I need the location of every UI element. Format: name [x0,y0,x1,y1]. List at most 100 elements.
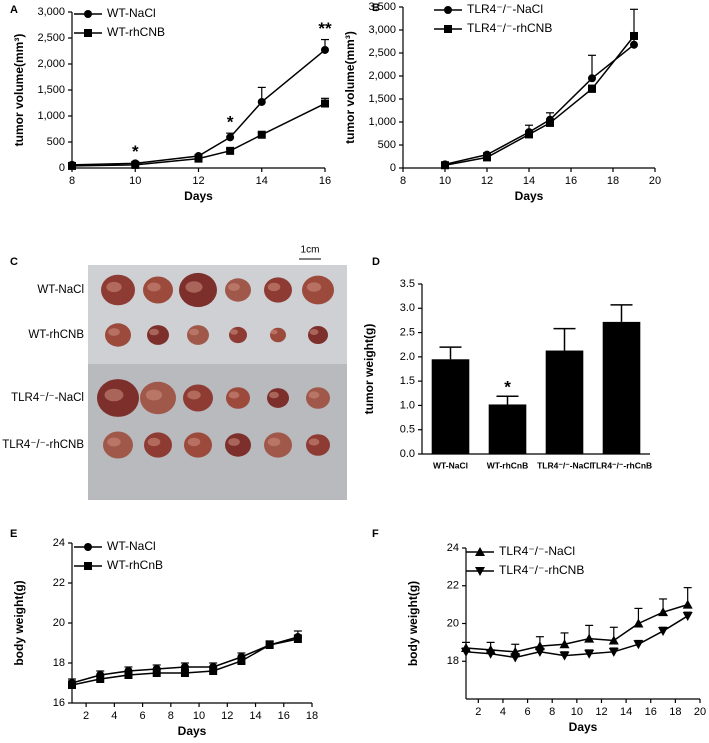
tumor-highlight [270,329,278,335]
tumor-highlight [108,328,120,336]
legend-marker [84,562,92,570]
y-tick-label: 0 [390,162,396,174]
legend-marker [444,6,452,14]
y-tick-label: 3.0 [400,302,415,314]
data-point [525,130,533,139]
annotation: * [504,378,511,397]
series-line [71,638,299,686]
legend-label: TLR4⁻/⁻-NaCl [499,544,575,558]
data-point [658,627,669,637]
tumor-sample [225,278,251,302]
x-tick-label: 20 [649,175,661,187]
legend-label: TLR4⁻/⁻-rhCNB [467,21,552,35]
legend-label: WT-NaCl [107,539,156,553]
data-point [658,607,669,617]
tumor-highlight [308,438,320,446]
y-tick-label: 0.0 [400,448,415,460]
data-point [124,671,133,679]
annotation: ** [318,19,332,38]
x-tick-label: 8 [69,175,75,187]
data-point [461,647,471,657]
error-bar [610,304,633,322]
x-tick-label: 2 [83,710,89,722]
tumor-sample [226,387,250,409]
tumor-highlight [106,281,122,293]
panel-letter: C [10,256,18,268]
tumor-sample [308,326,328,344]
row-label: TLR4⁻/⁻-rhCNB [2,439,84,451]
panel-letter: B [372,2,380,14]
y-tick-label: 20 [53,617,65,629]
bar [431,359,470,454]
data-point [546,118,554,127]
data-point [608,647,619,657]
x-tick-label: 12 [221,710,233,722]
y-tick-label: 24 [53,537,65,549]
data-point [226,146,235,155]
tumor-sample [229,326,247,344]
legend-marker [444,25,452,33]
data-point [226,133,235,142]
bar [602,321,641,454]
x-axis-title: Days [515,189,544,203]
row-label: WT-NaCl [37,284,84,296]
tumor-highlight [267,282,281,292]
tumor-highlight [308,391,320,399]
data-point [485,649,496,659]
tumor-highlight [228,438,240,446]
tumor-highlight [147,282,161,292]
y-axis-title: tumor volume(mm³) [12,34,26,147]
data-point [633,618,644,628]
y-tick-label: 1.5 [400,375,415,387]
tumor-highlight [228,391,240,399]
data-point [483,153,491,162]
panel-letter: A [10,4,18,16]
y-tick-label: 500 [47,136,65,148]
bar [488,404,527,454]
series-line [444,44,635,166]
series-line [71,102,326,167]
error-bar [630,8,638,36]
tumor-highlight [267,437,281,447]
legend-marker [475,567,485,576]
tumor-sample [225,433,251,457]
tumor-sample [306,387,330,409]
y-tick-label: 0 [59,162,65,174]
x-tick-label: 20 [694,706,706,718]
legend-marker [84,543,92,551]
data-point [237,657,246,665]
legend-label: WT-rhCnB [107,558,163,572]
data-point [559,651,570,661]
y-tick-label: 3.5 [400,278,415,290]
x-tick-label: 10 [439,175,451,187]
y-tick-label: 20 [447,617,459,629]
legend-label: TLR4⁻/⁻-rhCNB [499,563,584,577]
x-axis-title: Days [569,720,598,734]
y-tick-label: 2,500 [37,32,65,44]
bar [545,350,584,454]
x-tick-label: 6 [525,706,531,718]
data-point [510,653,521,663]
y-tick-label: 0.5 [400,424,415,436]
legend-label: WT-rhCNB [107,25,165,39]
data-point [209,667,218,675]
x-tick-label: 2 [475,706,481,718]
tumor-highlight [147,437,161,447]
error-bar [496,395,519,405]
x-tick-label: 10 [129,175,141,187]
data-point [68,681,76,689]
x-axis-title: Days [184,189,213,203]
data-point [194,154,203,163]
x-tick-label: 12 [595,706,607,718]
tumor-sample [267,388,289,408]
data-point [608,635,619,645]
data-point [588,84,596,93]
data-point [257,130,266,139]
panel-letter: F [372,528,379,540]
x-tick-label: 14 [523,175,535,187]
series-line [444,35,635,166]
x-tick-label: 12 [192,175,204,187]
y-axis-title: body weight(g) [406,581,420,666]
legend-marker [84,29,92,37]
